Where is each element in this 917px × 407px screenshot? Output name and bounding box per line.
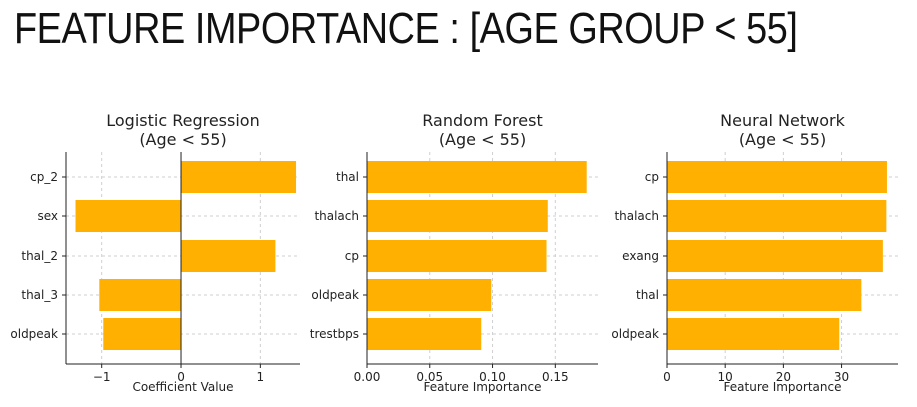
- x-tick-label: 0.15: [542, 370, 569, 384]
- page-title: FEATURE IMPORTANCE : [AGE GROUP < 55]: [14, 4, 798, 53]
- bar: [367, 240, 547, 272]
- bar: [667, 161, 887, 193]
- chart-random-forest: thal thalach cp oldpeak trestbps 0.00 0.05 0.10…: [310, 111, 598, 394]
- y-tick-label: thalach: [614, 209, 659, 223]
- x-tick-label: 10: [718, 370, 733, 384]
- y-tick-label: sex: [37, 209, 58, 223]
- y-tick-label: cp: [645, 170, 659, 184]
- y-tick-label: thalach: [314, 209, 359, 223]
- y-tick-label: oldpeak: [311, 288, 359, 302]
- y-tick-label: oldpeak: [611, 327, 659, 341]
- y-tick-label: oldpeak: [10, 327, 58, 341]
- x-axis-label: Feature Importance: [724, 380, 842, 394]
- x-axis-label: Feature Importance: [424, 380, 542, 394]
- bar: [667, 240, 883, 272]
- bar: [181, 161, 297, 193]
- chart-subtitle: (Age < 55): [139, 130, 226, 149]
- x-tick-label: 0: [663, 370, 671, 384]
- chart-subtitle: (Age < 55): [739, 130, 826, 149]
- x-tick-label: 0.00: [354, 370, 381, 384]
- y-tick-label: cp_2: [30, 170, 58, 184]
- bar: [667, 279, 862, 311]
- chart-title: Random Forest: [422, 111, 542, 130]
- chart-neural-network: cp thalach exang thal oldpeak 0 10 20 30Feature …: [611, 111, 898, 394]
- y-tick-label: cp: [345, 249, 359, 263]
- x-tick-label: 30: [834, 370, 849, 384]
- y-tick-label: trestbps: [310, 327, 359, 341]
- bar: [667, 318, 840, 350]
- bar: [367, 161, 587, 193]
- chart-subtitle: (Age < 55): [439, 130, 526, 149]
- bar: [667, 200, 887, 232]
- bar: [367, 279, 492, 311]
- bar: [103, 318, 182, 350]
- x-axis-label: Coefficient Value: [132, 380, 233, 394]
- y-tick-label: thal_3: [21, 288, 58, 302]
- x-tick-label: 0.10: [479, 370, 506, 384]
- bar: [367, 200, 548, 232]
- x-tick-label: 0: [177, 370, 185, 384]
- bar: [99, 279, 182, 311]
- y-tick-label: exang: [622, 249, 659, 263]
- chart-title: Logistic Regression: [106, 111, 259, 130]
- y-tick-label: thal: [636, 288, 659, 302]
- x-tick-label: 1: [257, 370, 265, 384]
- y-tick-label: thal_2: [21, 249, 58, 263]
- x-tick-label: 0.05: [416, 370, 443, 384]
- chart-title: Neural Network: [720, 111, 845, 130]
- bar: [181, 240, 276, 272]
- bar: [367, 318, 482, 350]
- bar: [75, 200, 182, 232]
- y-tick-label: thal: [336, 170, 359, 184]
- x-tick-label: −1: [93, 370, 111, 384]
- x-tick-label: 20: [776, 370, 791, 384]
